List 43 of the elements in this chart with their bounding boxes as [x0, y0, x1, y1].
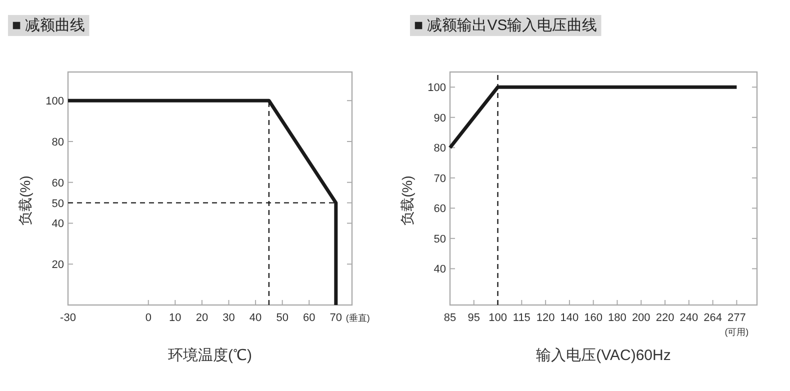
x-tick-label: 264: [704, 312, 722, 324]
y-tick-label: 100: [428, 82, 446, 94]
text: (可用): [724, 327, 749, 337]
x-axis-title: 环境温度(℃): [168, 347, 252, 364]
y-tick-label: 60: [434, 203, 446, 216]
x-tick-label: 50: [276, 312, 288, 324]
y-tick-label: 90: [434, 112, 446, 124]
y-tick-label: 50: [434, 233, 446, 246]
x-tick-label: 70: [330, 312, 342, 324]
x-tick-label: 277: [728, 312, 746, 324]
x-tick-label: 140: [560, 312, 579, 324]
y-tick-label: 40: [52, 218, 64, 230]
x-tick-label: -30: [60, 312, 76, 324]
x-tick-label: 200: [632, 312, 650, 324]
x-tick-label: 115: [512, 312, 530, 324]
x-tick-label: 10: [169, 312, 182, 324]
x-tick-label: 180: [608, 312, 626, 324]
text: (垂直): [346, 313, 370, 323]
y-axis-title: 负载(%): [399, 176, 415, 226]
y-axis-title: 负载(%): [17, 176, 33, 226]
x-tick-label: 160: [584, 312, 603, 324]
x-tick-label: 240: [680, 312, 698, 324]
x-tick-label: 0: [145, 312, 152, 324]
x-axis-title: 输入电压(VAC)60Hz: [536, 347, 671, 364]
x-tick-label: 85: [444, 312, 456, 324]
x-tick-label: 220: [656, 312, 674, 324]
x-tick-label: 20: [196, 312, 208, 324]
x-tick-label: 60: [303, 312, 316, 324]
x-tick-label: 30: [222, 312, 235, 324]
x-tick-label: 120: [536, 312, 555, 324]
x-tick-label: 95: [468, 312, 480, 324]
y-tick-label: 20: [52, 259, 64, 272]
y-tick-label: 80: [52, 136, 64, 148]
y-tick-label: 100: [46, 96, 64, 108]
x-tick-label: 100: [488, 312, 507, 324]
chart-title: ■ 减额输出VS输入电压曲线: [414, 17, 598, 34]
y-tick-label: 50: [52, 198, 64, 210]
y-tick-label: 40: [434, 264, 446, 276]
x-tick-label: 40: [249, 312, 262, 324]
y-tick-label: 80: [434, 142, 446, 155]
chart-title: ■ 减额曲线: [12, 17, 86, 34]
y-tick-label: 70: [434, 172, 446, 185]
y-tick-label: 60: [52, 177, 64, 190]
